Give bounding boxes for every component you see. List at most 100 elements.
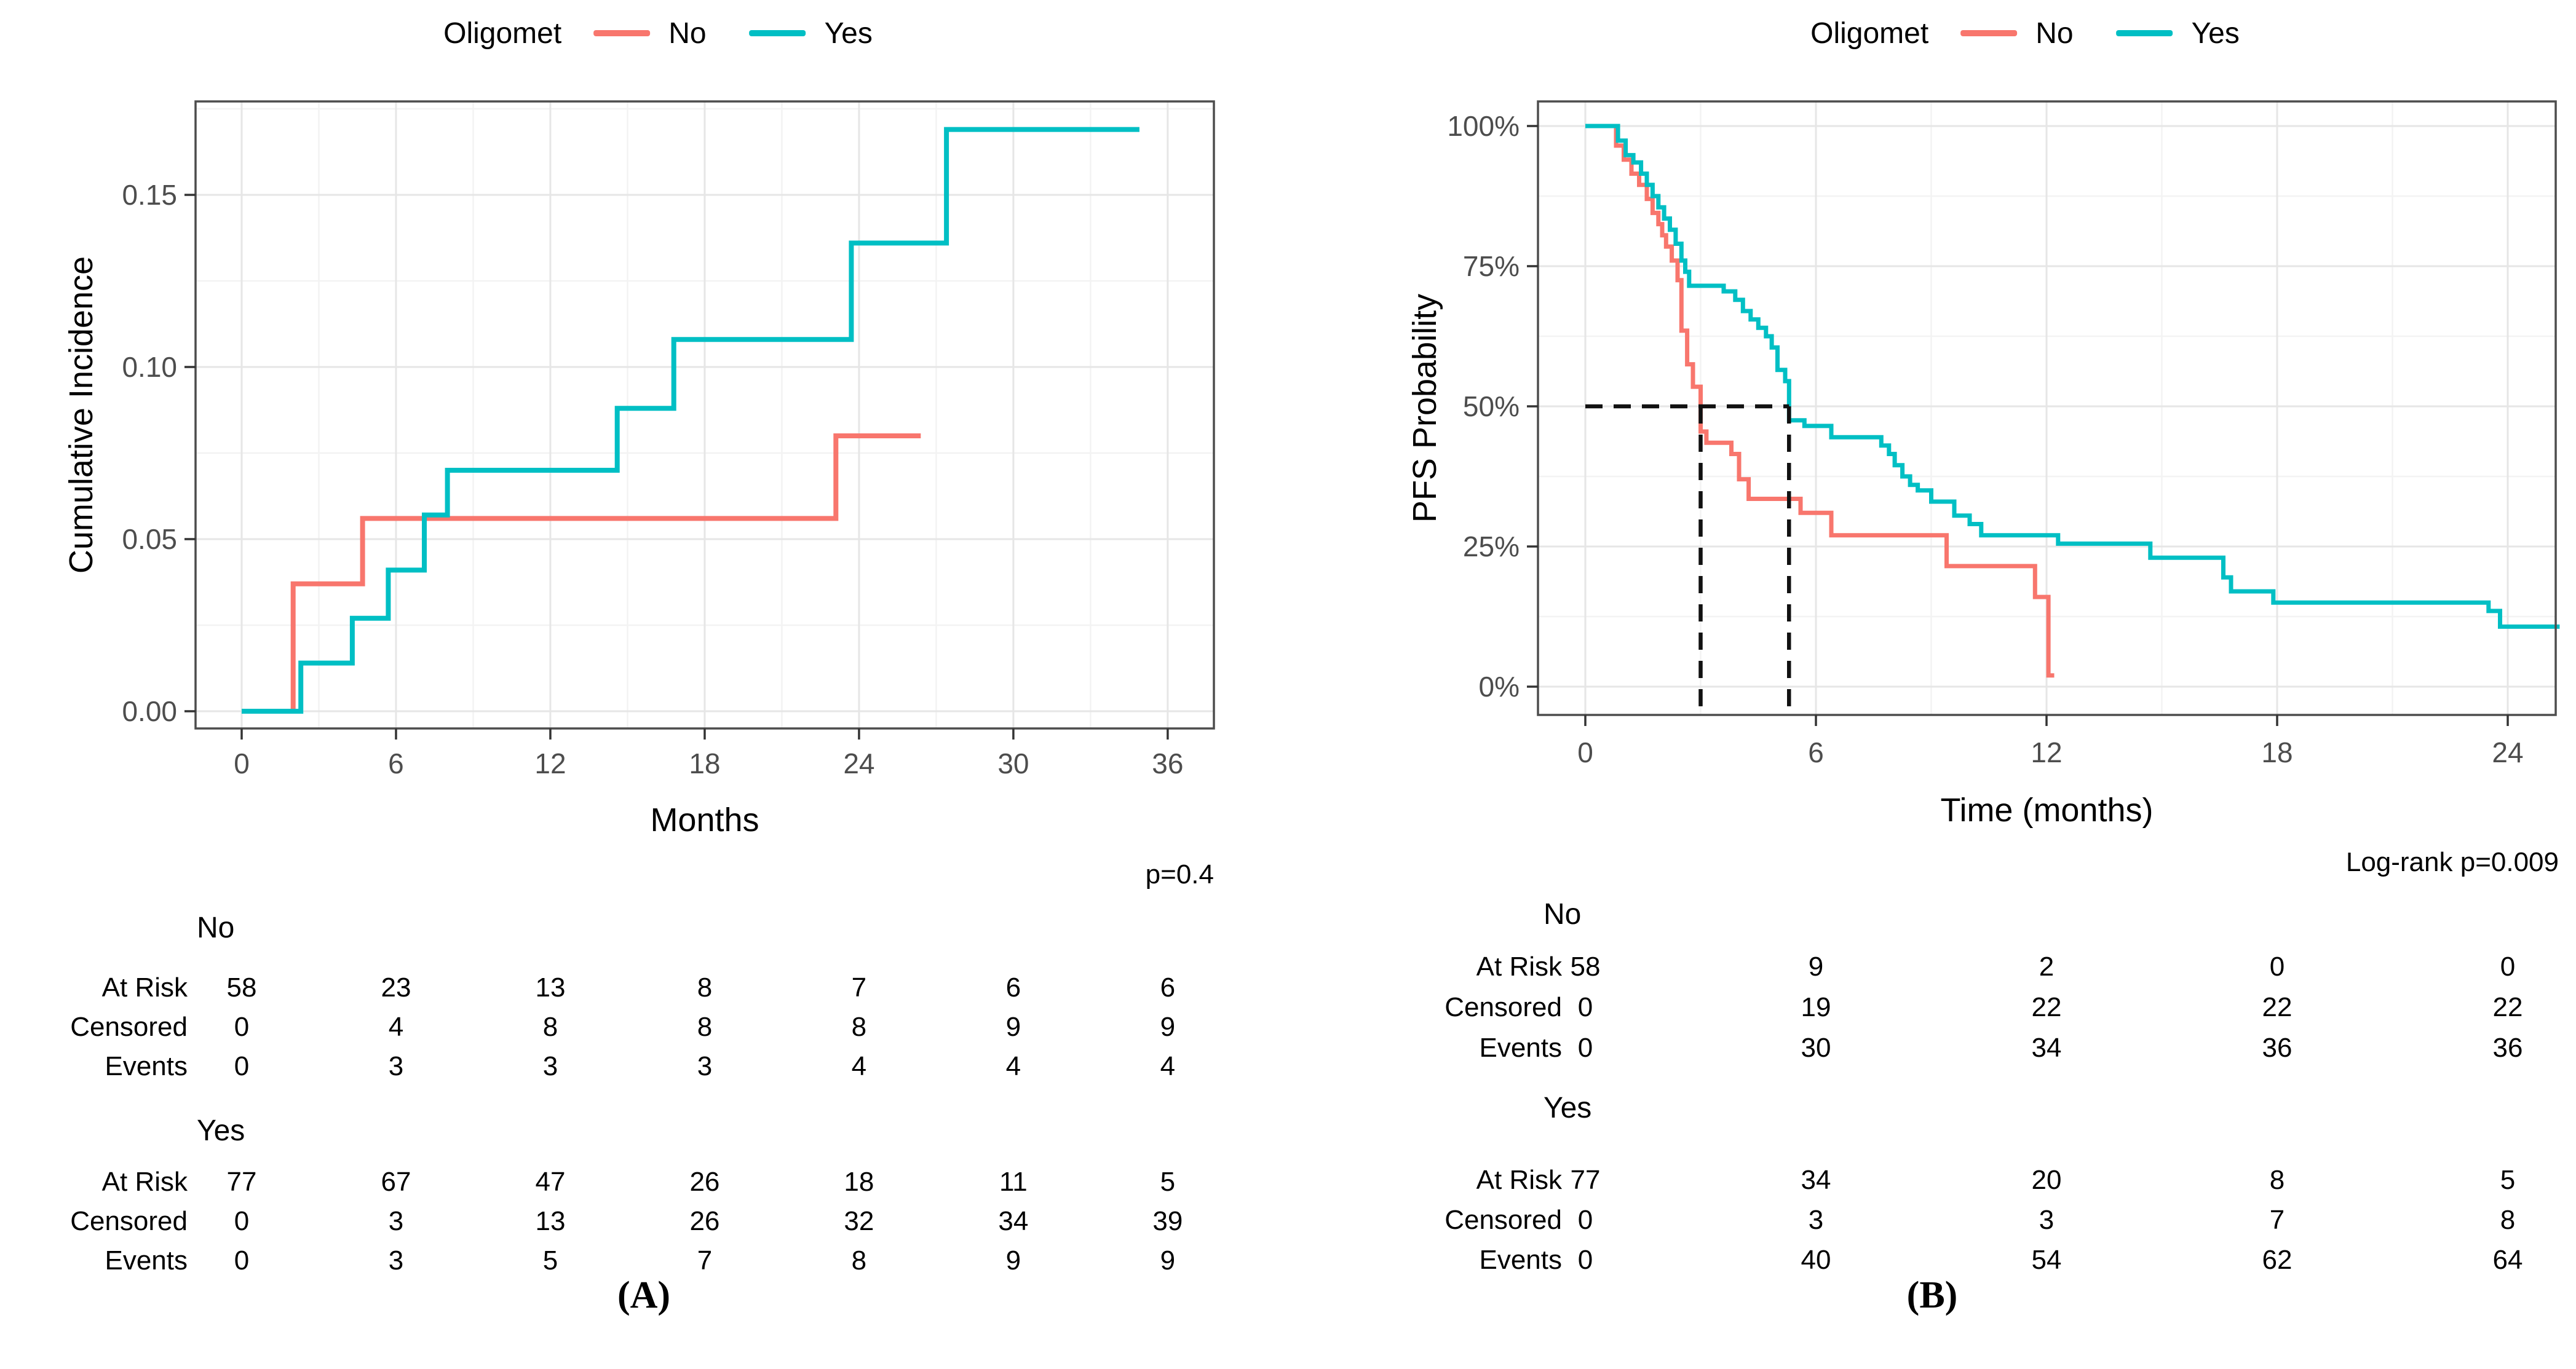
y-tick-label: 100%	[1447, 110, 1520, 142]
risk-value: 5	[542, 1245, 558, 1276]
risk-row-label: At Risk	[1476, 1165, 1562, 1195]
risk-row-label: Events	[105, 1245, 188, 1276]
legend-label-no: No	[668, 17, 707, 50]
risk-value: 3	[1808, 1205, 1824, 1235]
y-tick-label: 0.15	[122, 179, 177, 211]
risk-value: 32	[844, 1206, 874, 1236]
risk-value: 18	[844, 1167, 874, 1197]
y-tick-label: 0%	[1479, 671, 1520, 703]
risk-value: 4	[1160, 1051, 1176, 1081]
risk-value: 8	[851, 1012, 867, 1042]
y-tick-label: 0.10	[122, 351, 177, 383]
risk-value: 77	[1570, 1165, 1601, 1195]
risk-value: 4	[388, 1012, 404, 1042]
x-tick-label: 6	[388, 748, 404, 779]
risk-value: 0	[1577, 992, 1593, 1022]
x-tick-label: 30	[997, 748, 1029, 779]
risk-value: 0	[1577, 1245, 1593, 1275]
risk-value: 34	[1801, 1165, 1831, 1195]
risk-value: 0	[2269, 952, 2285, 982]
risk-value: 30	[1801, 1033, 1831, 1063]
risk-value: 0	[1577, 1033, 1593, 1063]
risk-value: 39	[1152, 1206, 1183, 1236]
risk-value: 5	[2500, 1165, 2516, 1195]
pfs-probability-plot: 0 6 12 18 24 0% 25% 50% 75% 100% Time (months) PFS …	[1406, 100, 2560, 829]
x-tick-label: 18	[2261, 736, 2293, 768]
legend-a: Oligomet No Yes	[443, 11, 916, 55]
risk-row-label: Events	[105, 1051, 188, 1081]
risk-row-label: At Risk	[1476, 952, 1562, 982]
risk-value: 36	[2492, 1033, 2523, 1063]
risk-value: 34	[2031, 1033, 2062, 1063]
risk-value: 3	[388, 1245, 404, 1276]
risk-group-header-yes: Yes	[1544, 1092, 1592, 1124]
risk-value: 0	[234, 1051, 250, 1081]
y-tick-label: 75%	[1463, 250, 1520, 282]
risk-value: 9	[1160, 1012, 1176, 1042]
risk-value: 67	[381, 1167, 411, 1197]
legend-item-no: No	[593, 17, 707, 50]
risk-value: 8	[2500, 1205, 2516, 1235]
survival-curve-no	[1585, 124, 2055, 678]
risk-value: 4	[851, 1051, 867, 1081]
risk-value: 34	[998, 1206, 1029, 1236]
risk-value: 0	[2500, 952, 2516, 982]
legend-label-yes: Yes	[2191, 17, 2240, 50]
risk-value: 8	[2269, 1165, 2285, 1195]
risk-value: 9	[1160, 1245, 1176, 1276]
legend-item-yes: Yes	[2116, 17, 2240, 50]
y-axis-title: Cumulative Incidence	[63, 256, 100, 574]
y-tick-label: 50%	[1463, 390, 1520, 422]
p-value-text-a: p=0.4	[1145, 859, 1214, 890]
risk-value: 77	[226, 1167, 257, 1197]
risk-value: 13	[535, 973, 566, 1003]
risk-row-label: Censored	[70, 1012, 188, 1042]
legend-b: Oligomet No Yes	[1810, 11, 2283, 55]
risk-value: 5	[1160, 1167, 1176, 1197]
x-tick-label: 24	[843, 748, 874, 779]
risk-value: 36	[2262, 1033, 2293, 1063]
legend-item-yes: Yes	[749, 17, 873, 50]
risk-row-label: Events	[1479, 1245, 1562, 1275]
risk-row-label: Events	[1479, 1033, 1562, 1063]
legend-key-no-line-icon	[1960, 30, 2018, 36]
risk-value: 7	[2269, 1205, 2285, 1235]
x-axis-title: Months	[650, 802, 759, 838]
risk-value: 0	[234, 1012, 250, 1042]
x-tick-label: 12	[534, 748, 566, 779]
risk-row-label: Censored	[1445, 1205, 1562, 1235]
risk-value: 3	[2039, 1205, 2055, 1235]
risk-value: 4	[1005, 1051, 1021, 1081]
legend-label-yes: Yes	[824, 17, 873, 50]
cumulative-incidence-plot: 0 6 12 18 24 30 36 0.00 0.05 0.10 0.15 Months Cumula…	[63, 100, 1215, 838]
x-tick-label: 18	[689, 748, 720, 779]
risk-row-label: Censored	[1445, 992, 1562, 1022]
x-axis-title: Time (months)	[1940, 792, 2153, 829]
risk-group-header-no: No	[1544, 898, 1582, 931]
risk-value: 9	[1005, 1245, 1021, 1276]
risk-value: 26	[689, 1206, 720, 1236]
risk-value: 8	[542, 1012, 558, 1042]
x-tick-label: 12	[2031, 736, 2062, 768]
risk-row-label: Censored	[70, 1206, 188, 1236]
risk-value: 0	[1577, 1205, 1593, 1235]
survival-curve-no	[242, 433, 921, 714]
risk-value: 47	[535, 1167, 566, 1197]
risk-value: 40	[1801, 1245, 1831, 1275]
x-tick-label: 36	[1152, 748, 1183, 779]
caption-a: (A)	[617, 1274, 671, 1316]
risk-value: 22	[2262, 992, 2293, 1022]
risk-table-a: No At Risk 58 23 13 8 7 6 6 Censored 0 4 8 8 8 9 9 Events…	[70, 912, 1183, 1276]
risk-value: 23	[381, 973, 411, 1003]
risk-value: 3	[542, 1051, 558, 1081]
risk-value: 0	[234, 1245, 250, 1276]
risk-value: 8	[851, 1245, 867, 1276]
risk-value: 7	[697, 1245, 713, 1276]
risk-value: 58	[226, 973, 257, 1003]
risk-value: 19	[1801, 992, 1831, 1022]
risk-value: 54	[2031, 1245, 2062, 1275]
risk-value: 20	[2031, 1165, 2062, 1195]
caption-b: (B)	[1906, 1274, 1958, 1316]
risk-value: 3	[388, 1051, 404, 1081]
